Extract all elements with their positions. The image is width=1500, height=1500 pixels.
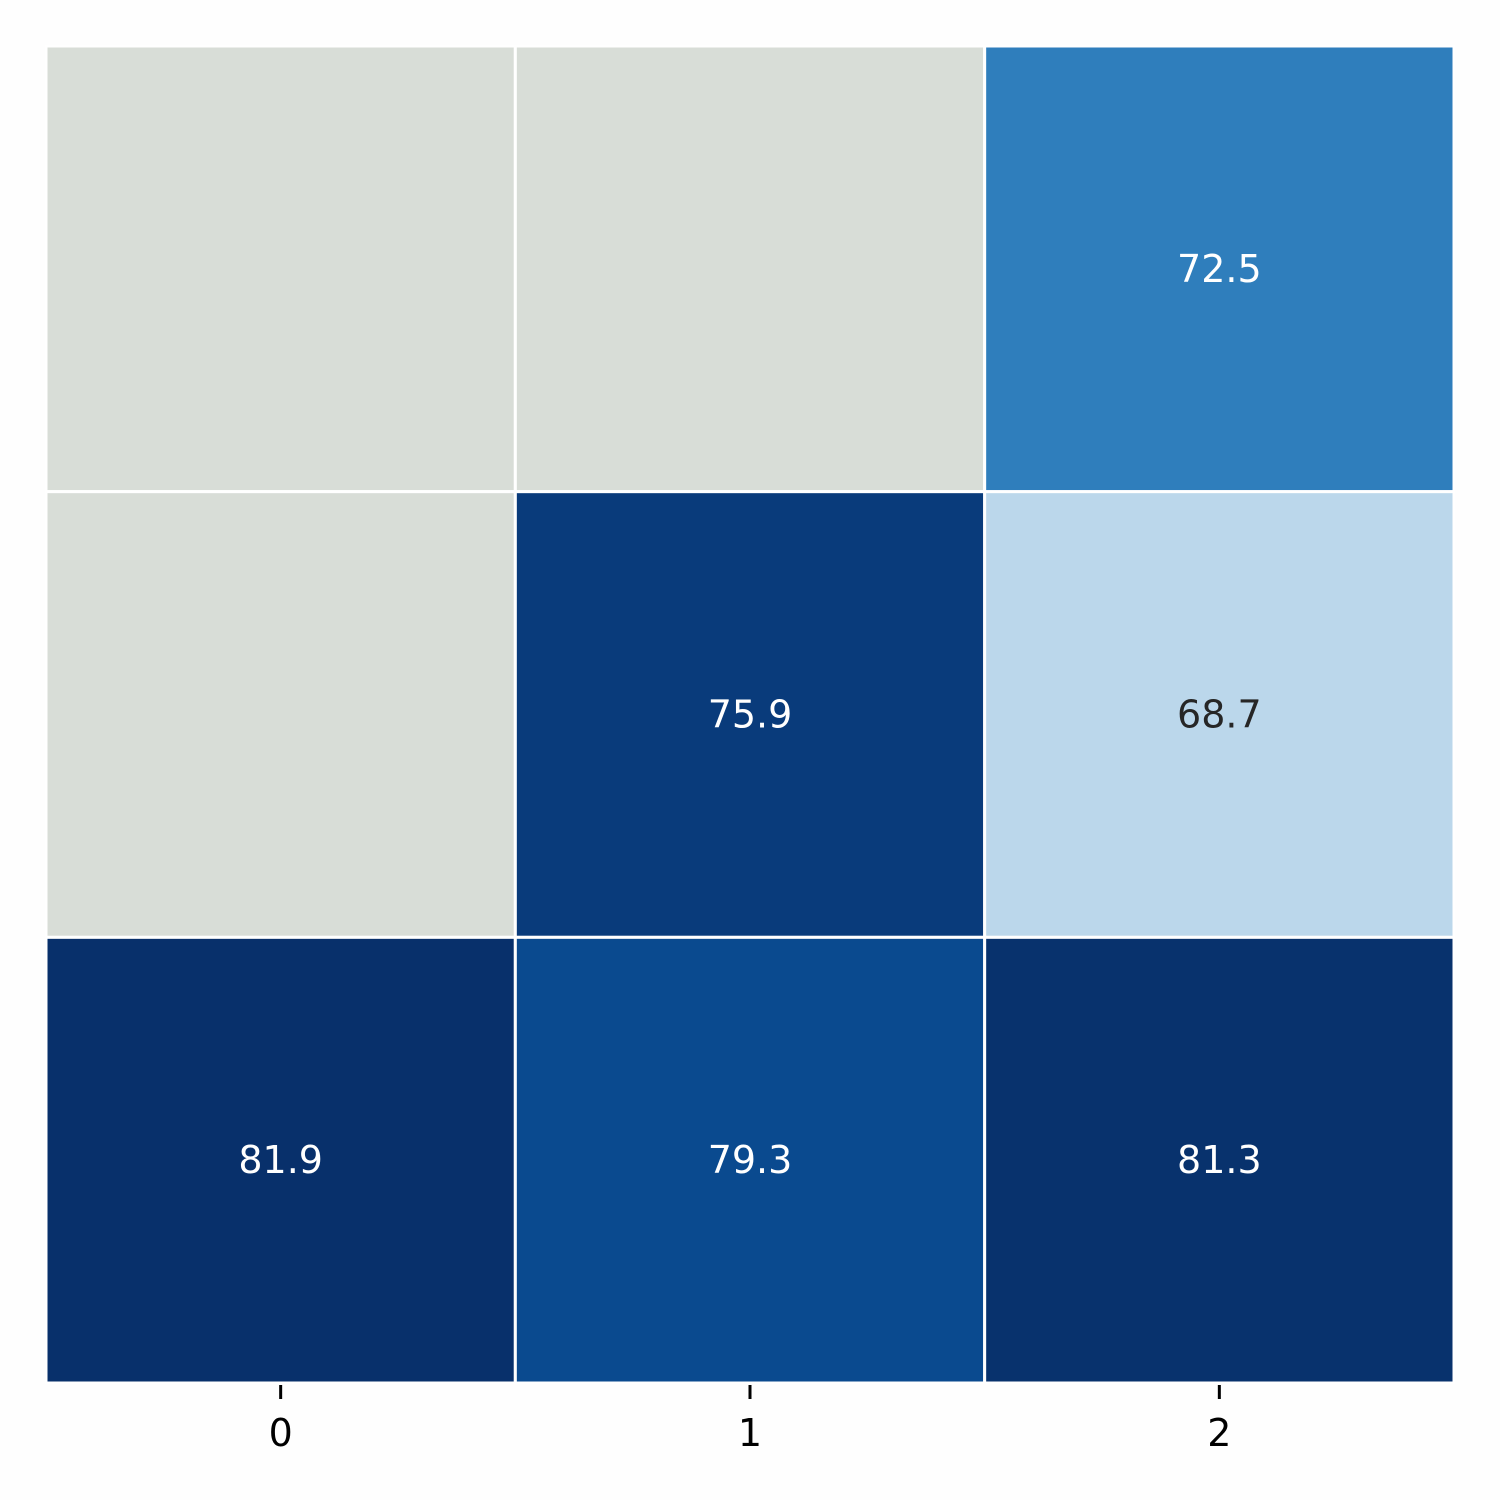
x-axis: 0 1 2 (269, 1385, 1231, 1455)
heatmap-cell-labels: 72.5 75.9 68.7 81.9 79.3 81.3 (238, 247, 1261, 1182)
cell-value-label: 68.7 (1177, 693, 1262, 737)
x-tick-label: 2 (1207, 1411, 1231, 1455)
x-tick-label: 0 (269, 1411, 293, 1455)
heatmap-cell-r2-c0 (44, 935, 517, 1385)
heatmap-cell-r0-c1 (513, 44, 987, 494)
heatmap-cell-r0-c0 (44, 44, 517, 494)
cell-value-label: 75.9 (708, 693, 793, 737)
heatmap-cells (44, 44, 1456, 1385)
cell-value-label: 81.3 (1177, 1138, 1262, 1182)
heatmap-cell-r1-c1 (513, 490, 987, 939)
cell-value-label: 72.5 (1177, 247, 1262, 291)
heatmap-cell-r0-c2 (983, 44, 1456, 494)
cell-value-label: 81.9 (238, 1138, 323, 1182)
heatmap-cell-r2-c1 (513, 935, 987, 1385)
heatmap-cell-r1-c0 (44, 490, 517, 939)
heatmap-cell-r2-c2 (983, 935, 1456, 1385)
x-tick-label: 1 (738, 1411, 762, 1455)
heatmap-cell-r1-c2 (983, 490, 1456, 939)
cell-value-label: 79.3 (708, 1138, 793, 1182)
